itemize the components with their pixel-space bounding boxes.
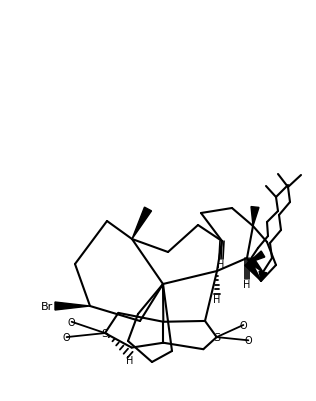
Text: H: H (126, 355, 134, 365)
Polygon shape (132, 208, 152, 239)
Text: O: O (245, 336, 252, 345)
Text: H: H (217, 259, 225, 269)
Polygon shape (55, 302, 90, 310)
Text: O: O (63, 332, 70, 342)
Polygon shape (248, 258, 263, 272)
Polygon shape (251, 207, 259, 227)
Polygon shape (259, 271, 267, 281)
Text: H: H (213, 294, 221, 304)
Polygon shape (248, 251, 265, 263)
Text: S: S (101, 328, 109, 338)
Text: S: S (213, 332, 220, 342)
Text: O: O (240, 320, 247, 330)
Text: O: O (68, 317, 76, 327)
Polygon shape (245, 261, 261, 281)
Text: Br: Br (41, 301, 53, 311)
Text: H: H (243, 279, 251, 289)
